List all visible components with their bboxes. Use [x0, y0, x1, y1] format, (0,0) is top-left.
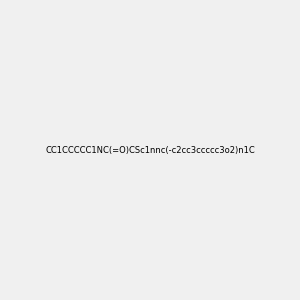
Text: CC1CCCCC1NC(=O)CSc1nnc(-c2cc3ccccc3o2)n1C: CC1CCCCC1NC(=O)CSc1nnc(-c2cc3ccccc3o2)n1…: [45, 146, 255, 154]
